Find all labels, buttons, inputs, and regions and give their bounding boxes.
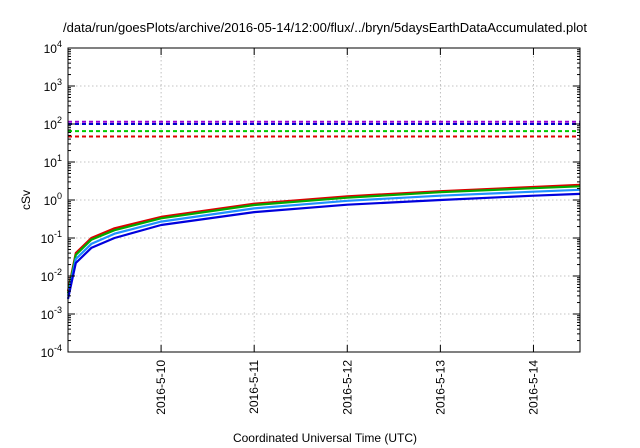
x-tick-label: 2016-5-14 <box>526 360 540 415</box>
axis-ticks <box>68 47 580 353</box>
x-tick-label: 2016-5-11 <box>247 360 261 414</box>
series-lines <box>66 183 581 300</box>
series-line <box>66 185 581 294</box>
x-tick-label: 2016-5-10 <box>154 360 168 415</box>
x-tick-label: 2016-5-12 <box>340 360 354 415</box>
threshold-lines <box>68 120 580 138</box>
chart-title: /data/run/goesPlots/archive/2016-05-14/1… <box>63 20 587 35</box>
y-axis-label: cSv <box>19 190 33 210</box>
x-tick-label: 2016-5-13 <box>433 360 447 415</box>
y-tick-label: 102 <box>44 115 62 132</box>
y-tick-label: 103 <box>44 77 62 94</box>
y-tick-label: 100 <box>44 191 62 208</box>
y-tick-label: 101 <box>44 153 62 170</box>
y-tick-label: 10-4 <box>41 343 62 360</box>
y-tick-labels: 10-4 10-3 10-2 10-1 100 101 102 103 104 <box>41 39 62 360</box>
y-tick-label: 10-1 <box>41 229 62 246</box>
series-line <box>66 188 581 297</box>
x-axis-label: Coordinated Universal Time (UTC) <box>233 431 417 445</box>
series-line <box>66 192 581 300</box>
y-tick-label: 10-2 <box>41 267 62 284</box>
y-tick-label: 104 <box>44 39 62 56</box>
y-tick-label: 10-3 <box>41 305 62 322</box>
x-tick-labels: 2016-5-10 2016-5-11 2016-5-12 2016-5-13 2016… <box>154 360 540 415</box>
